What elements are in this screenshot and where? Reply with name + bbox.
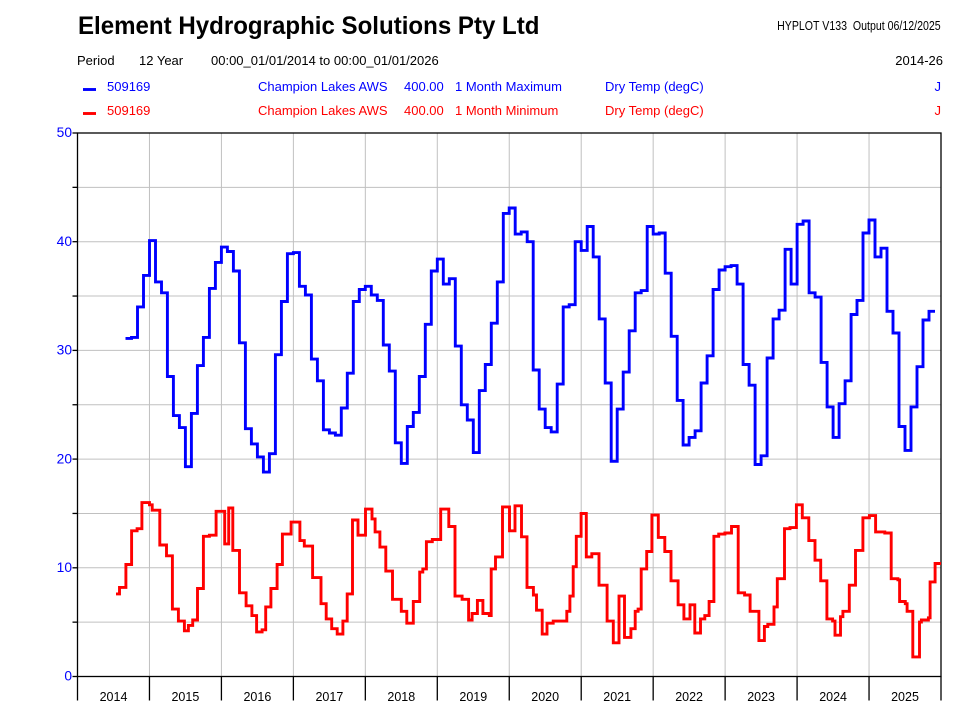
svg-text:2023: 2023	[747, 690, 775, 704]
svg-text:2019: 2019	[459, 690, 487, 704]
svg-text:2018: 2018	[387, 690, 415, 704]
svg-text:2021: 2021	[603, 690, 631, 704]
svg-text:20: 20	[57, 451, 73, 466]
svg-text:2015: 2015	[171, 690, 199, 704]
svg-text:2014: 2014	[100, 690, 128, 704]
svg-text:2022: 2022	[675, 690, 703, 704]
svg-text:40: 40	[57, 234, 73, 249]
svg-text:2024: 2024	[819, 690, 847, 704]
svg-text:2016: 2016	[243, 690, 271, 704]
svg-text:10: 10	[57, 560, 73, 575]
svg-text:50: 50	[57, 125, 73, 140]
svg-text:30: 30	[57, 343, 73, 358]
svg-text:0: 0	[64, 669, 72, 684]
svg-text:2025: 2025	[891, 690, 919, 704]
svg-text:2017: 2017	[315, 690, 343, 704]
svg-text:2020: 2020	[531, 690, 559, 704]
